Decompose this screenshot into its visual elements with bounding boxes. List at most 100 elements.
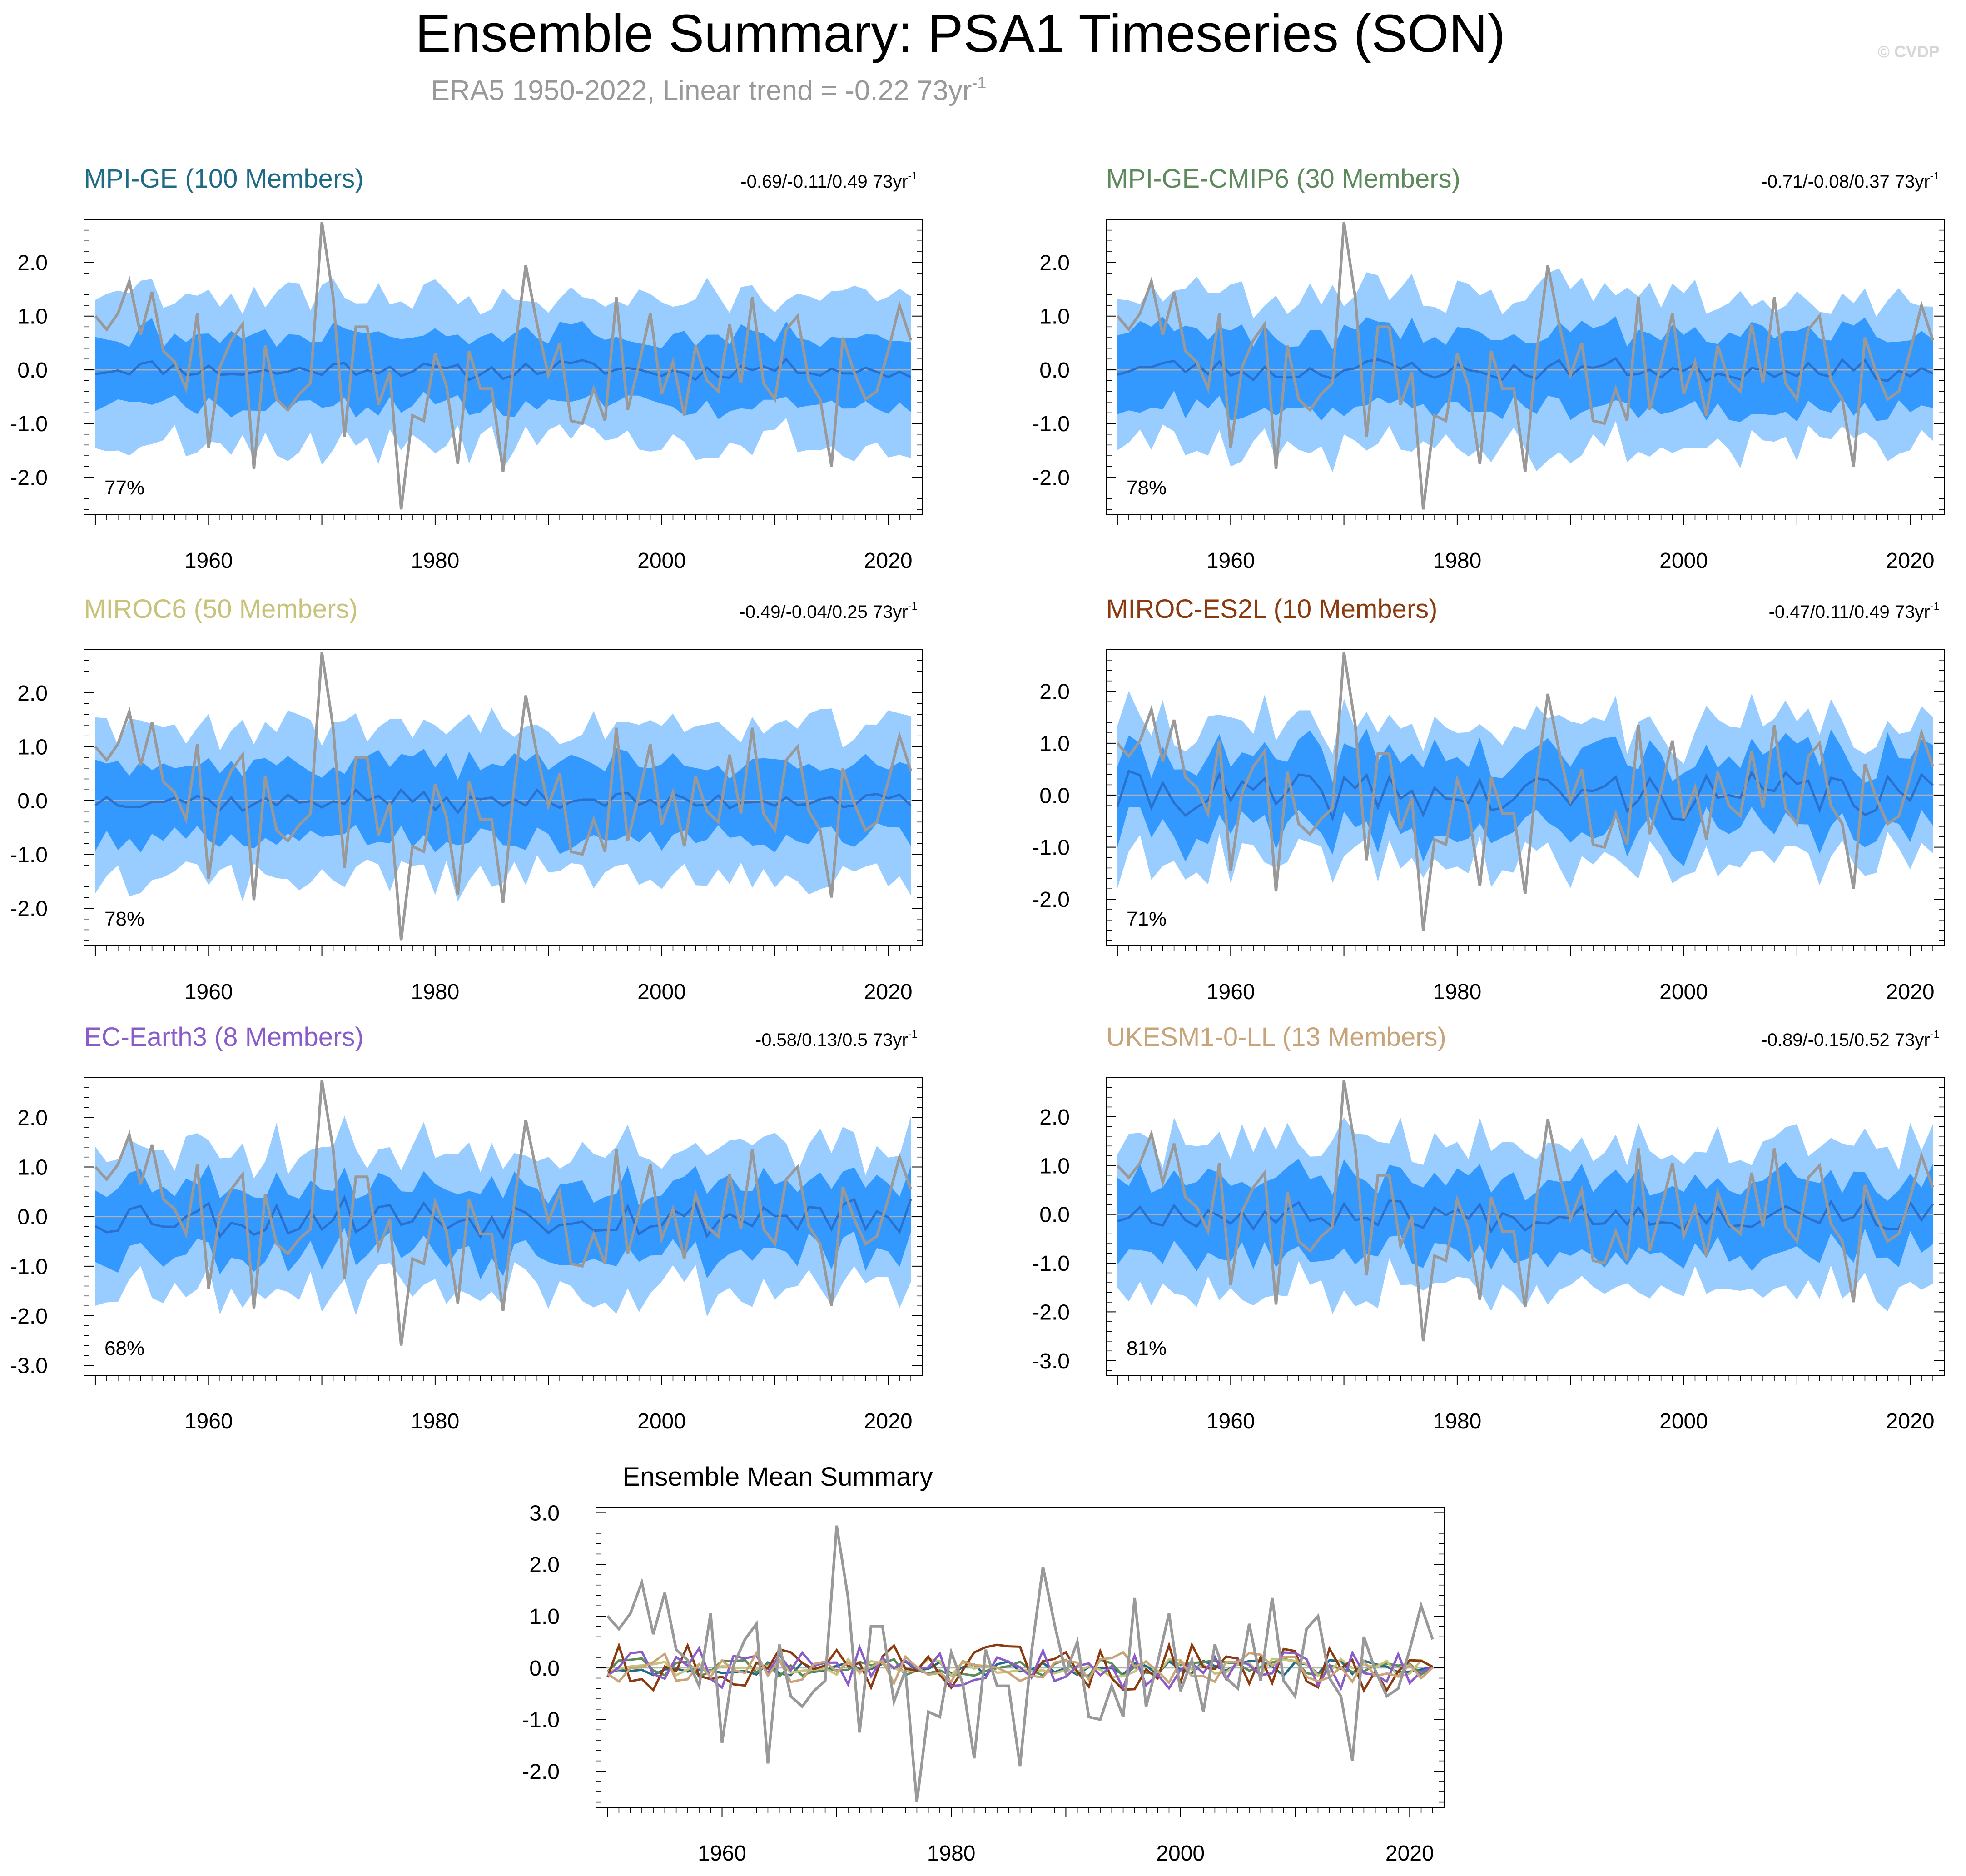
- y-tick-label: -1.0: [1032, 1252, 1070, 1276]
- obs-line: [94, 652, 912, 941]
- trend-label: -0.71/-0.08/0.37 73yr-1: [1761, 170, 1940, 192]
- panel-title: Ensemble Mean Summary: [622, 1462, 933, 1492]
- model-mean-line: [606, 1642, 1433, 1693]
- percent-label: 71%: [1127, 908, 1167, 930]
- y-tick-label: -2.0: [1032, 888, 1070, 912]
- trend-text: -0.71/-0.08/0.37 73yr: [1761, 172, 1930, 192]
- x-tick-label: 1960: [184, 1409, 233, 1433]
- x-tick-label: 1980: [1433, 980, 1482, 1004]
- trend-label: -0.89/-0.15/0.52 73yr-1: [1761, 1028, 1940, 1050]
- y-tick-label: -2.0: [10, 897, 48, 921]
- panel-title: MPI-GE (100 Members): [84, 164, 364, 194]
- y-tick-label: -2.0: [10, 1304, 48, 1329]
- x-tick-label: 2000: [1156, 1841, 1205, 1866]
- x-tick-label: 1980: [1433, 1409, 1482, 1433]
- percent-label: 77%: [104, 477, 144, 499]
- data-layer: [596, 1525, 1444, 1802]
- obs-line: [1116, 222, 1934, 510]
- y-tick-label: 2.0: [1039, 680, 1070, 704]
- ensemble-mean-line: [1116, 769, 1934, 822]
- percent-label: 68%: [104, 1337, 144, 1359]
- y-tick-label: 1.0: [529, 1605, 560, 1629]
- trend-label: -0.49/-0.04/0.25 73yr-1: [739, 600, 918, 622]
- y-tick-label: 1.0: [1039, 305, 1070, 329]
- y-tick-label: 0.0: [1039, 1203, 1070, 1227]
- data-layer: [84, 652, 922, 941]
- panel-mpi-ge-cmip6: MPI-GE-CMIP6 (30 Members) -0.71/-0.08/0.3…: [1032, 164, 1945, 573]
- y-tick-label: 0.0: [17, 1205, 48, 1229]
- y-tick-label: 2.0: [17, 682, 48, 706]
- ensemble-mean-line: [94, 788, 912, 815]
- x-tick-label: 2000: [637, 1409, 686, 1433]
- trend-exponent: -1: [908, 600, 918, 612]
- trend-label: -0.58/0.13/0.5 73yr-1: [755, 1028, 918, 1050]
- x-tick-label: 1980: [411, 549, 460, 573]
- x-tick-label: 1980: [927, 1841, 976, 1866]
- subtitle-exponent: -1: [972, 73, 986, 92]
- x-tick-label: 1960: [698, 1841, 746, 1866]
- panel-mpi-ge: MPI-GE (100 Members) -0.69/-0.11/0.49 73y…: [10, 164, 923, 573]
- trend-exponent: -1: [908, 1028, 918, 1040]
- data-layer: [1106, 1080, 1944, 1342]
- panel-title: MIROC-ES2L (10 Members): [1106, 594, 1437, 624]
- figure-title: Ensemble Summary: PSA1 Timeseries (SON): [415, 4, 1505, 64]
- panel-miroc6: MIROC6 (50 Members) -0.49/-0.04/0.25 73yr…: [10, 594, 923, 1004]
- y-tick-label: 0.0: [1039, 784, 1070, 808]
- y-tick-label: 0.0: [17, 789, 48, 813]
- y-tick-label: -1.0: [1032, 836, 1070, 860]
- y-tick-label: 2.0: [1039, 251, 1070, 275]
- trend-label: -0.69/-0.11/0.49 73yr-1: [740, 170, 918, 192]
- figure-subtitle: ERA5 1950-2022, Linear trend = -0.22 73y…: [431, 73, 987, 106]
- y-tick-label: 0.0: [529, 1657, 560, 1681]
- x-tick-label: 2020: [864, 980, 913, 1004]
- subtitle-main: ERA5 1950-2022, Linear trend = -0.22 73y…: [431, 75, 972, 106]
- y-tick-label: 2.0: [17, 1106, 48, 1130]
- y-tick-label: -2.0: [10, 466, 48, 490]
- y-tick-label: 1.0: [1039, 732, 1070, 756]
- y-tick-label: 0.0: [1039, 358, 1070, 383]
- panel-ukesm1-0-ll: UKESM1-0-LL (13 Members) -0.89/-0.15/0.52…: [1032, 1022, 1945, 1433]
- x-tick-label: 2000: [1659, 980, 1708, 1004]
- ensemble-mean-line: [94, 1194, 912, 1240]
- y-tick-label: 2.0: [17, 251, 48, 275]
- y-tick-label: -3.0: [10, 1354, 48, 1378]
- y-tick-label: -2.0: [522, 1760, 560, 1784]
- data-layer: [1106, 222, 1944, 510]
- inner-band: [95, 1164, 911, 1279]
- y-tick-label: 1.0: [1039, 1154, 1070, 1178]
- watermark: © CVDP: [1877, 42, 1940, 61]
- y-tick-label: -2.0: [1032, 466, 1070, 490]
- obs-line: [1116, 1080, 1934, 1342]
- ensemble-mean-line: [1117, 1198, 1934, 1234]
- trend-text: -0.69/-0.11/0.49 73yr: [740, 172, 908, 192]
- x-tick-label: 1960: [1206, 980, 1255, 1004]
- panel-title: EC-Earth3 (8 Members): [84, 1022, 364, 1052]
- obs-line: [606, 1525, 1434, 1802]
- x-tick-label: 1960: [184, 549, 233, 573]
- x-tick-label: 2020: [1886, 1409, 1935, 1433]
- y-tick-label: 2.0: [1039, 1105, 1070, 1130]
- trend-text: -0.58/0.13/0.5 73yr: [755, 1030, 908, 1050]
- y-tick-label: -1.0: [10, 843, 48, 867]
- trend-text: -0.89/-0.15/0.52 73yr: [1761, 1030, 1930, 1050]
- y-tick-label: -1.0: [10, 412, 48, 436]
- y-tick-label: -2.0: [1032, 1300, 1070, 1324]
- x-tick-label: 2020: [864, 1409, 913, 1433]
- y-tick-label: -1.0: [522, 1708, 560, 1732]
- x-tick-label: 2020: [1886, 980, 1935, 1004]
- trend-exponent: -1: [1930, 1028, 1940, 1040]
- panel-ensemble-mean-summary: Ensemble Mean Summary 3.0 2.0 1.0 0.0 -1.0 -2.…: [522, 1462, 1445, 1866]
- trend-text: -0.47/0.11/0.49 73yr: [1769, 602, 1930, 622]
- y-tick-label: -1.0: [10, 1255, 48, 1279]
- y-tick-label: 1.0: [17, 1156, 48, 1180]
- x-tick-label: 2020: [864, 549, 913, 573]
- panel-title: MIROC6 (50 Members): [84, 594, 358, 624]
- trend-exponent: -1: [1930, 600, 1940, 612]
- trend-exponent: -1: [908, 170, 918, 182]
- model-mean-line: [606, 1643, 1433, 1692]
- x-tick-label: 1960: [1206, 549, 1255, 573]
- x-tick-label: 2020: [1886, 549, 1935, 573]
- x-tick-label: 1960: [184, 980, 233, 1004]
- trend-label: -0.47/0.11/0.49 73yr-1: [1769, 600, 1940, 622]
- obs-line: [94, 1080, 912, 1346]
